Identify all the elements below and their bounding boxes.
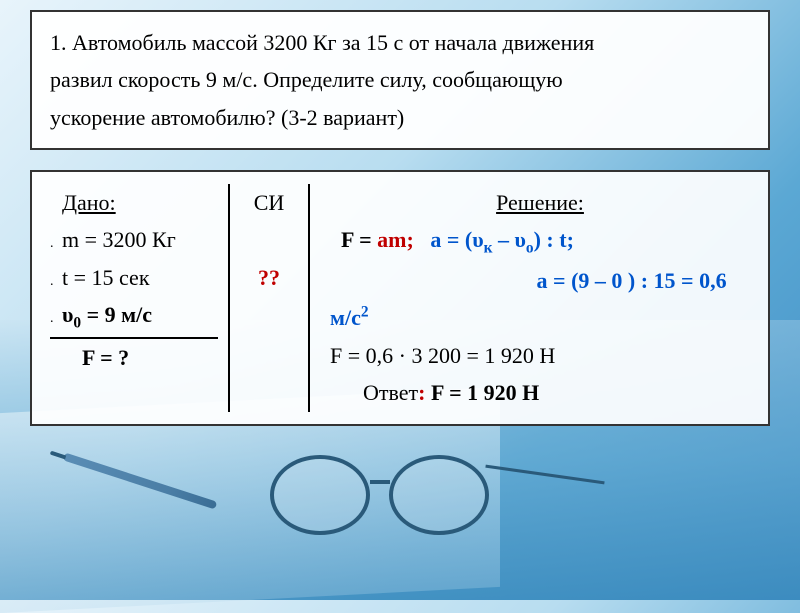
given-velocity: υ0 = 9 м/с <box>62 296 152 337</box>
bullet-icon: . <box>50 232 62 256</box>
bullet-icon: . <box>50 270 62 294</box>
given-force: F = ? <box>62 339 129 376</box>
answer-line: Ответ: F = 1 920 Н <box>330 374 750 411</box>
solution-header: Решение: <box>330 184 750 221</box>
given-time-row: . t = 15 сек <box>50 259 218 296</box>
calc-f-line: F = 0,6 · 3 200 = 1 920 Н <box>330 337 750 374</box>
solution-box: Дано: . m = 3200 Кг . t = 15 сек . υ0 = … <box>30 170 770 426</box>
column-given: Дано: . m = 3200 Кг . t = 15 сек . υ0 = … <box>50 184 230 412</box>
column-si: СИ ?? <box>230 184 310 412</box>
lens-right <box>389 455 489 535</box>
given-force-row: F = ? <box>50 339 218 376</box>
question-line1: 1. Автомобиль массой 3200 Кг за 15 с от … <box>50 24 750 61</box>
si-header: СИ <box>242 184 296 221</box>
column-solution: Решение: F = am; a = (υк – υо) : t; XXXX… <box>310 184 750 412</box>
question-box: 1. Автомобиль массой 3200 Кг за 15 с от … <box>30 10 770 150</box>
given-mass: m = 3200 Кг <box>62 221 176 258</box>
given-velocity-row: . υ0 = 9 м/с <box>50 296 218 339</box>
given-header: Дано: <box>62 184 116 221</box>
given-mass-row: . m = 3200 Кг <box>50 221 218 258</box>
si-unknown: ?? <box>242 259 296 296</box>
given-header-row: Дано: <box>50 184 218 221</box>
question-line3: ускорение автомобилю? (3-2 вариант) <box>50 99 750 136</box>
bullet-icon: . <box>50 307 62 331</box>
question-line2: развил скорость 9 м/с. Определите силу, … <box>50 61 750 98</box>
formula-line: F = am; a = (υк – υо) : t; <box>330 221 750 262</box>
glasses-bridge <box>370 480 390 484</box>
glasses-decoration <box>270 455 489 540</box>
lens-left <box>270 455 370 535</box>
given-time: t = 15 сек <box>62 259 150 296</box>
calc-a-line: XXXXXXXXXXXXXa = (9 – 0 ) : 15 = 0,6 м/с… <box>330 262 750 337</box>
solution-table: Дано: . m = 3200 Кг . t = 15 сек . υ0 = … <box>50 184 750 412</box>
